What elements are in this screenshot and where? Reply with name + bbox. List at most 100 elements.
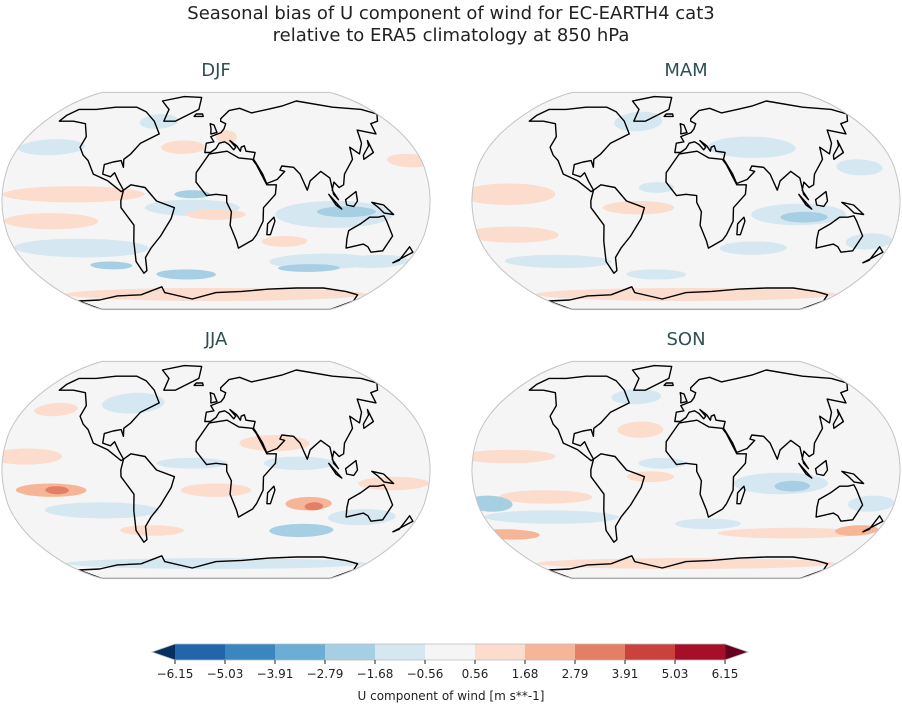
bias-patch [499,490,593,504]
coastline-sumatra [328,462,343,479]
coastline-north-america [528,375,630,462]
coastline-eurasia [204,369,379,470]
coastline-borneo [814,190,829,208]
bias-patch [471,449,556,464]
colorbar-bin [475,644,526,660]
panel-title-djf: DJF [201,60,231,81]
bias-patch [719,241,787,255]
coastline-north-america [58,375,160,462]
bias-patch [602,201,675,215]
colorbar-tick-label: −6.15 [156,667,194,681]
coastline-greenland [161,95,203,122]
bias-patch [617,421,664,438]
bias-patch [156,457,228,469]
bias-patch [536,288,836,301]
bias-patch [836,159,883,176]
bias-patch [239,435,310,452]
colorbar-extend-high [725,644,748,660]
bias-patch [18,139,85,156]
bias-patch [536,558,836,569]
coastline-japan [832,139,845,160]
bias-patch [638,457,686,469]
bias-patch [304,502,324,511]
coastline-south-america [590,184,646,274]
colorbar-bin [525,644,576,660]
coastline-new-zealand [392,246,414,264]
coastline-africa [665,419,747,518]
map-djf [1,91,431,311]
map-background [471,361,901,579]
coastline-sumatra [798,462,813,479]
coastline-sumatra [798,193,813,210]
coastline-africa [665,150,747,249]
colorbar-bin [325,644,376,660]
coastline-borneo [344,190,359,208]
bias-patch [2,186,145,203]
coastline-australia [815,215,864,253]
colorbar-tick-label: 5.03 [661,667,689,681]
figure-title-line2: relative to ERA5 climatology at 850 hPa [272,25,630,46]
colorbar-tick-label: −5.03 [206,667,244,681]
coastline-britain [209,392,218,404]
coastline-north-america [528,106,630,193]
panel-title-mam: MAM [664,60,708,81]
coastline-australia [345,215,394,253]
coastline-new-zealand [392,515,414,533]
colorbar-label: U component of wind [m s**-1] [357,689,545,703]
coastline-eurasia [674,100,849,201]
figure-title-line1: Seasonal bias of U component of wind for… [187,3,715,24]
bias-patch [774,480,810,492]
map-border [471,91,901,311]
coastline-japan [362,408,375,429]
coastline-africa [195,150,277,249]
coastline-britain [679,123,688,135]
coastline-eurasia [204,100,379,201]
coastline-sumatra [328,193,343,210]
coastline-madagascar [266,216,276,236]
bias-patch [14,238,149,258]
coastline-new-zealand [862,246,884,264]
coastline-new-guinea [371,201,395,216]
bias-patch [845,233,892,250]
colorbar-bin [375,644,426,660]
bias-patch [261,236,308,247]
colorbar-bin [425,644,476,660]
coastline-new-guinea [841,201,865,216]
coastline-south-america [120,453,176,543]
bias-patch [780,211,828,223]
colorbar-bin [675,644,726,660]
map-mam [471,91,901,311]
bias-patch [174,190,211,199]
bias-patch [269,523,334,538]
bias-patch [675,518,741,530]
bias-patch [848,495,895,512]
coastline-greenland [631,95,673,122]
coastline-new-guinea [841,470,865,485]
bias-patch [277,264,340,272]
bias-patch [156,269,216,280]
colorbar-tick-label: 6.15 [711,667,739,681]
panel-title-jja: JJA [204,329,228,350]
colorbar-tick-label: 0.56 [461,667,489,681]
coastline-greenland [161,364,203,391]
bias-patch [1,448,63,465]
bias-patch [44,502,159,519]
coastline-britain [209,123,218,135]
colorbar-bin [275,644,326,660]
colorbar-bin [625,644,676,660]
map-background [1,361,431,579]
bias-patch [471,226,559,243]
coastline-madagascar [266,485,276,505]
bias-patch [484,510,619,524]
bias-patch [139,114,179,129]
map-jja [1,360,431,580]
bias-patch [626,269,686,280]
coastline-britain [679,392,688,404]
bias-patch [180,483,252,497]
coastline-japan [362,139,375,160]
coastline-madagascar [736,216,746,236]
bias-patch [707,136,796,158]
coastline-south-america [590,453,646,543]
coastline-borneo [814,459,829,477]
bias-patch [66,288,366,301]
